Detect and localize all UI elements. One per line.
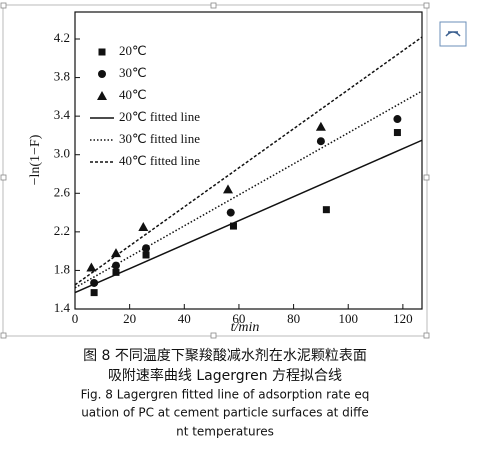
y-tick-label: 2.2 <box>54 223 70 238</box>
layout-icon[interactable] <box>439 21 467 47</box>
square-point <box>90 289 98 297</box>
triangle-point <box>110 248 121 258</box>
x-axis-label: t/min <box>231 320 260 335</box>
fitted-line <box>74 36 423 286</box>
square-point <box>112 268 120 276</box>
legend-marker <box>98 48 106 56</box>
caption-cn: 吸附速率曲线 Lagergren 方程拟合线 <box>108 367 342 384</box>
square-point <box>142 251 150 259</box>
caption-en: nt temperatures <box>176 425 274 439</box>
image-frame <box>2 4 428 337</box>
caption-en: uation of PC at cement particle surfaces… <box>81 406 369 420</box>
circle-point <box>316 137 325 146</box>
x-tick-label: 0 <box>72 311 79 326</box>
y-tick-label: 3.0 <box>54 146 70 161</box>
square-point <box>229 222 237 230</box>
y-tick-label: 2.6 <box>54 184 71 199</box>
x-tick-label: 80 <box>287 311 300 326</box>
y-tick-label: 3.4 <box>54 107 71 122</box>
triangle-point <box>138 222 149 232</box>
x-tick-label: 20 <box>123 311 136 326</box>
y-tick-label: 1.4 <box>54 300 71 315</box>
caption-en: Fig. 8 Lagergren fitted line of adsorpti… <box>81 388 370 402</box>
legend-label: 20℃ fitted line <box>119 109 200 124</box>
y-axis-label: −ln(1−F) <box>28 134 43 185</box>
x-tick-label: 40 <box>178 311 191 326</box>
y-tick-label: 1.8 <box>54 261 70 276</box>
triangle-point <box>86 262 97 272</box>
legend-label: 30℃ <box>119 65 147 80</box>
legend-label: 30℃ fitted line <box>119 131 200 146</box>
x-tick-label: 60 <box>232 311 245 326</box>
legend-label: 40℃ fitted line <box>119 153 200 168</box>
legend-marker <box>97 91 107 100</box>
caption-cn: 图 8 不同温度下聚羧酸减水剂在水泥颗粒表面 <box>83 348 367 364</box>
legend-label: 40℃ <box>119 87 147 102</box>
legend-marker <box>98 70 106 78</box>
y-tick-label: 4.2 <box>54 30 70 45</box>
plot-frame <box>74 11 423 310</box>
square-point <box>393 129 401 137</box>
fitted-line <box>74 139 423 294</box>
x-tick-label: 100 <box>338 311 358 326</box>
triangle-point <box>315 121 326 131</box>
circle-point <box>393 115 402 124</box>
circle-point <box>226 208 235 217</box>
legend-label: 20℃ <box>119 43 147 58</box>
y-tick-label: 3.8 <box>54 69 70 84</box>
x-tick-label: 120 <box>393 311 413 326</box>
square-point <box>322 206 330 214</box>
triangle-point <box>223 184 234 194</box>
frame-handles <box>0 2 430 339</box>
